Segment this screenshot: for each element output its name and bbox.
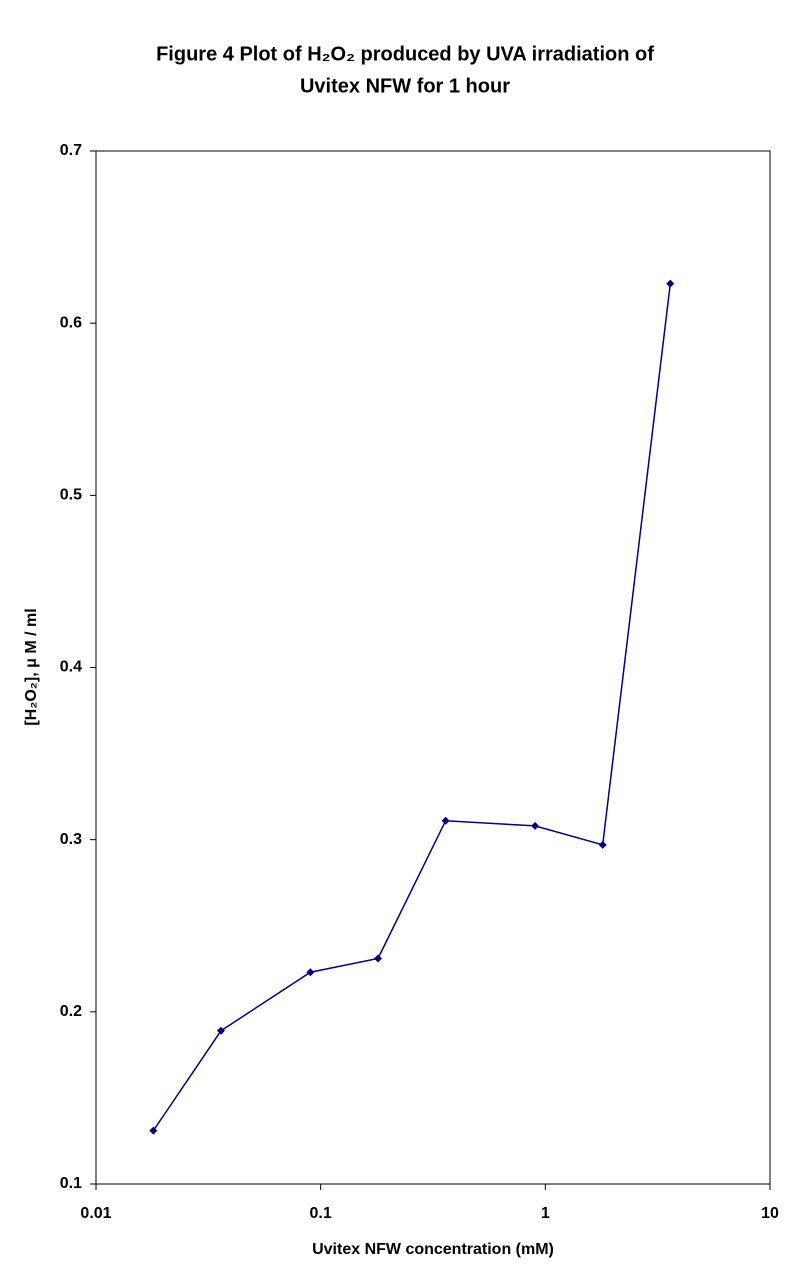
chart-title: Figure 4 Plot of H₂O₂ produced by UVA ir… [156,43,654,65]
x-tick-label: 0.01 [80,1205,111,1222]
data-marker [666,279,675,288]
data-marker [441,816,450,825]
y-tick-label: 0.6 [60,314,82,331]
data-marker [374,954,383,963]
plot-frame [95,150,771,1185]
y-tick-label: 0.4 [60,659,82,676]
x-tick-label: 1 [541,1205,550,1222]
y-tick-label: 0.3 [60,831,82,848]
x-axis-label: Uvitex NFW concentration (mM) [312,1241,554,1258]
y-tick-label: 0.1 [60,1175,82,1192]
x-tick-label: 0.1 [310,1205,332,1222]
data-marker [306,968,315,977]
data-marker [149,1126,158,1135]
y-tick-label: 0.2 [60,1003,82,1020]
data-line [152,283,672,1132]
data-marker [531,821,540,830]
data-marker [598,840,607,849]
y-tick-label: 0.7 [60,142,82,159]
chart-title: Uvitex NFW for 1 hour [300,75,510,97]
data-marker [216,1026,225,1035]
x-tick-label: 10 [761,1205,779,1222]
y-axis-label: [H₂O₂], μ M / ml [23,608,40,725]
y-tick-label: 0.5 [60,487,82,504]
